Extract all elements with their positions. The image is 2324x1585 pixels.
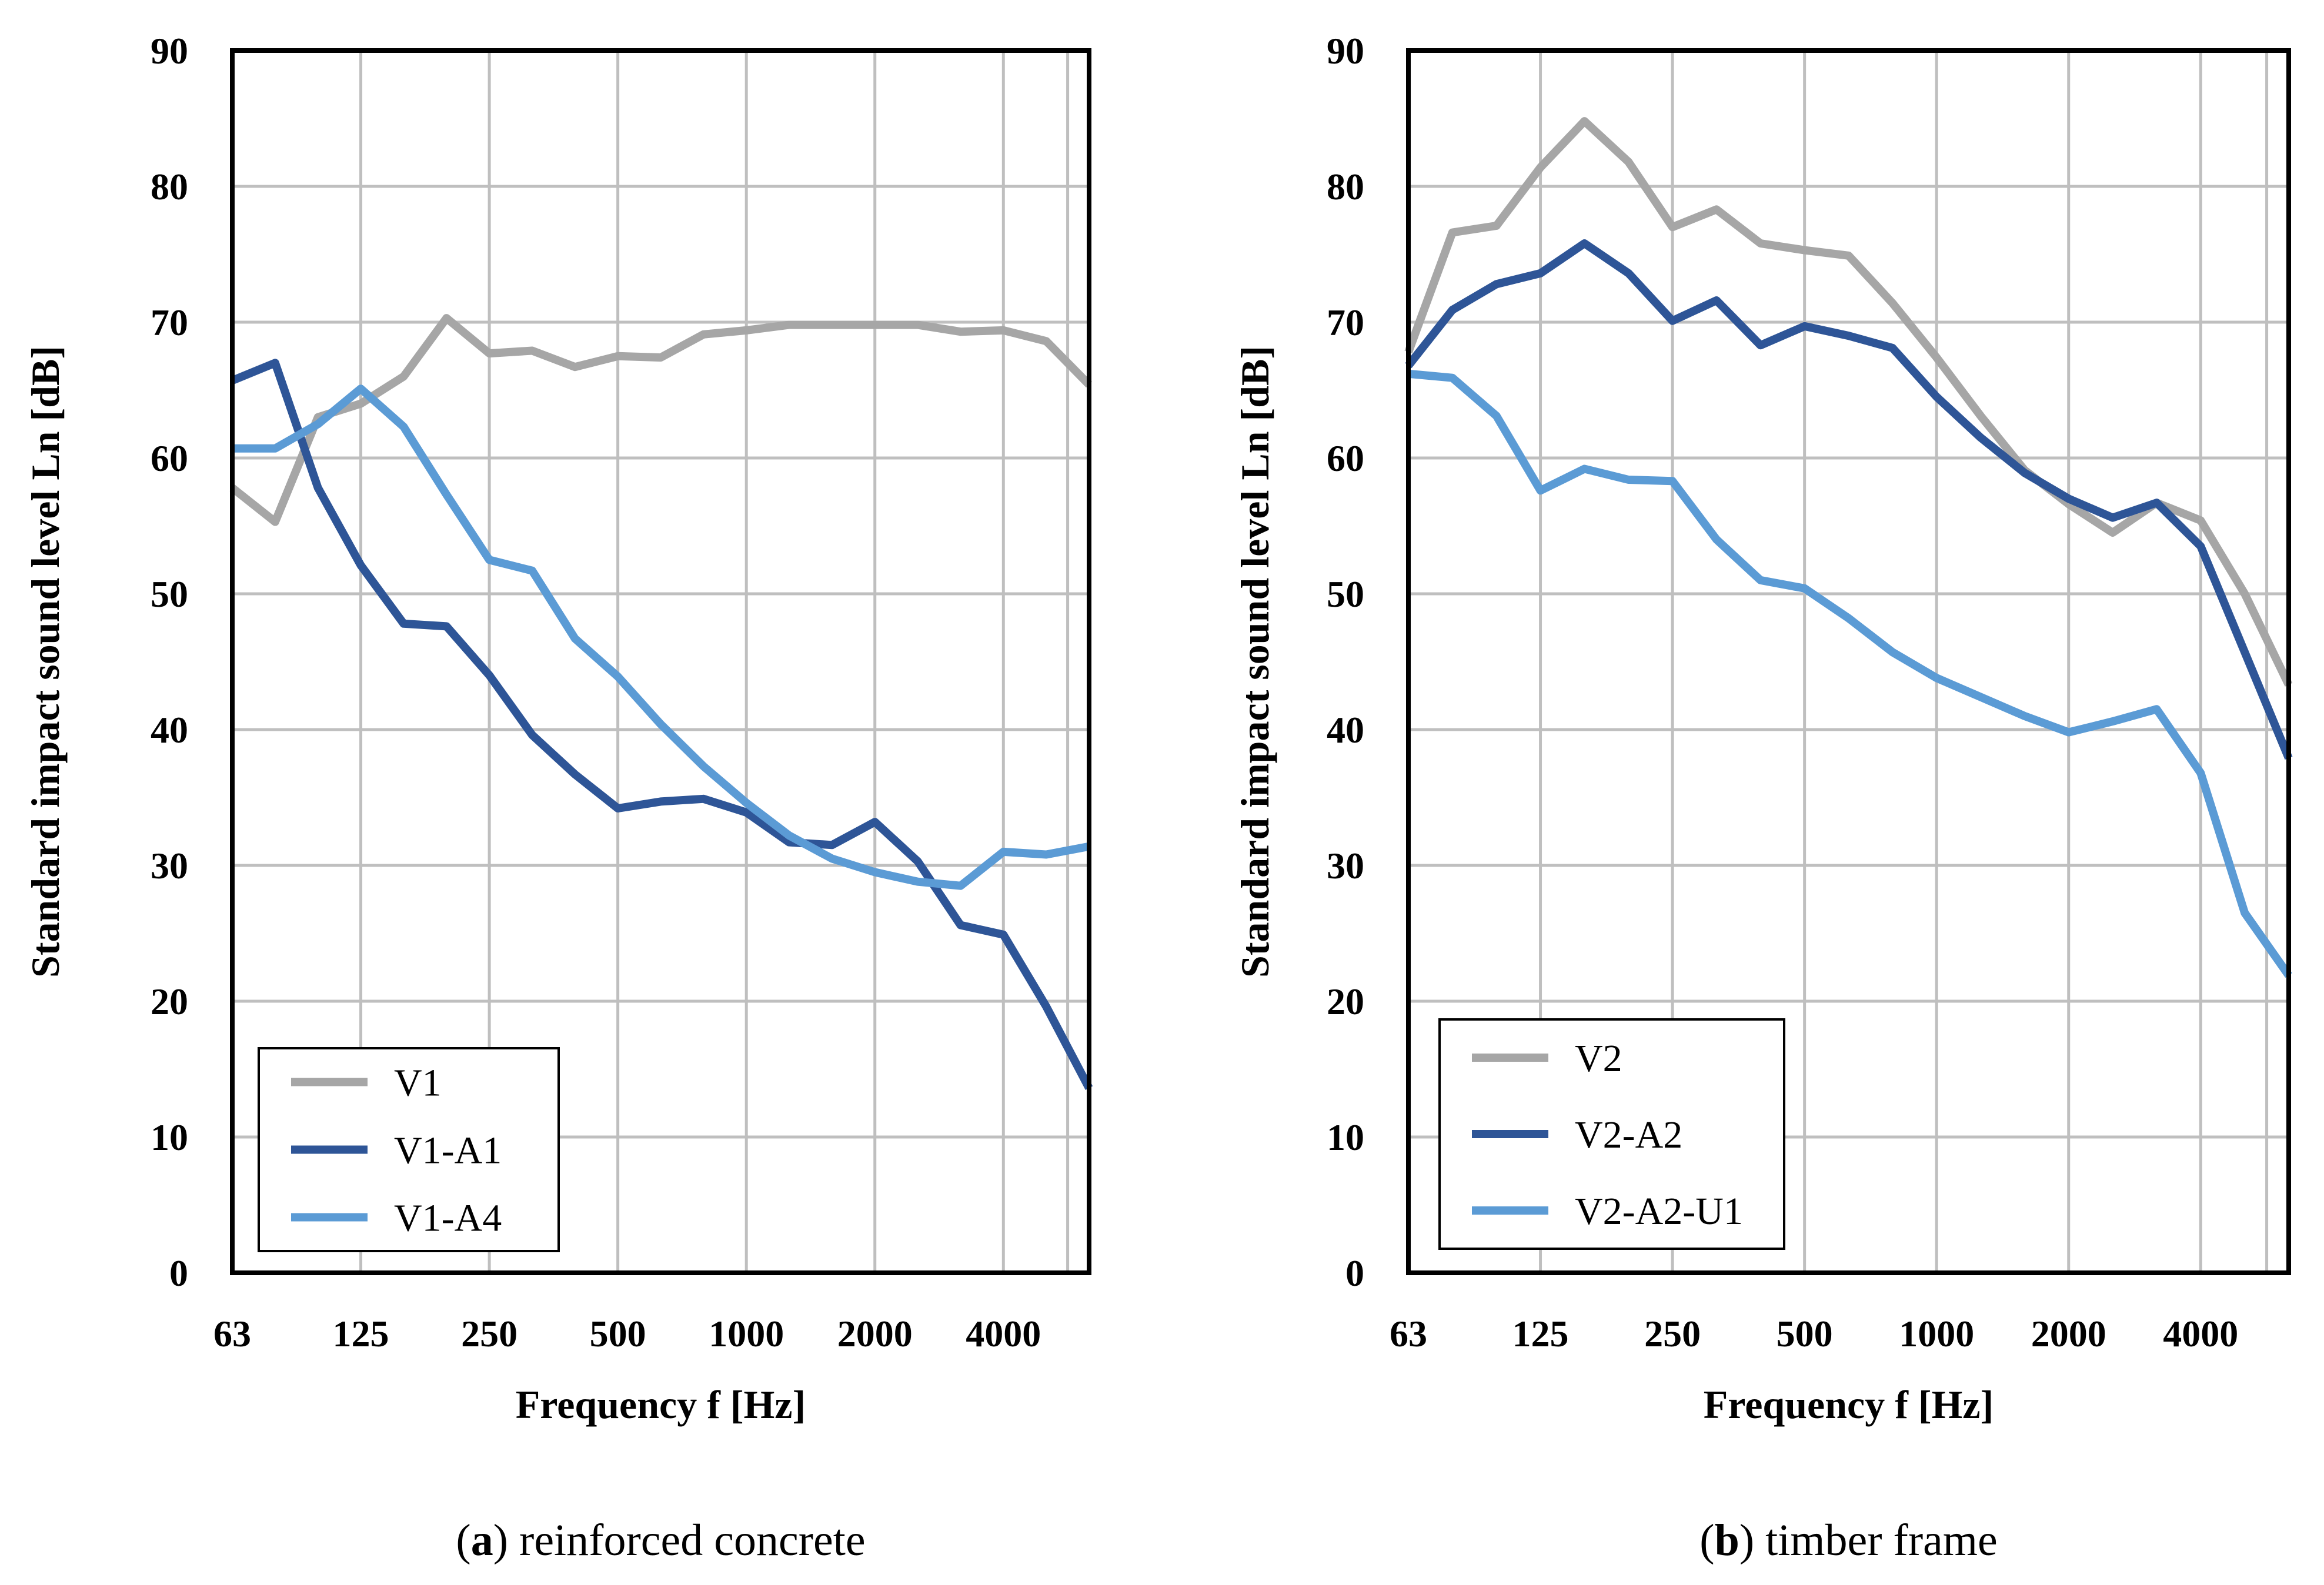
- legend-label-v2-a2: V2-A2: [1575, 1113, 1682, 1156]
- gridlines: [232, 51, 1089, 1273]
- legend-label-v2-a2-u1: V2-A2-U1: [1575, 1190, 1743, 1233]
- x-tick-label: 4000: [966, 1313, 1041, 1355]
- y-tick-labels: 0 10 20 30 40 50 60 70 80 90: [151, 30, 188, 1294]
- y-tick-label: 60: [151, 437, 188, 479]
- y-axis-label: Standard impact sound level Ln [dB]: [23, 346, 68, 978]
- y-tick-label: 70: [1327, 302, 1364, 343]
- series-line-v2-a2: [1405, 239, 2293, 760]
- y-tick-label: 50: [151, 573, 188, 615]
- legend-label-v1-a1: V1-A1: [394, 1129, 502, 1172]
- series-lines: [229, 314, 1093, 1091]
- legend-label-v1: V1: [394, 1062, 442, 1105]
- y-tick-label: 90: [1327, 30, 1364, 72]
- x-axis-label: Frequency f [Hz]: [516, 1382, 806, 1427]
- y-tick-label: 10: [151, 1116, 188, 1158]
- y-tick-label: 20: [1327, 981, 1364, 1022]
- x-tick-label: 2000: [837, 1313, 913, 1355]
- caption-open-paren: (: [1699, 1516, 1714, 1565]
- y-tick-label: 30: [1327, 845, 1364, 887]
- panel-a-reinforced-concrete: 0 10 20 30 40 50 60 70 80 90 63 125 250 500 1000 2000 40…: [23, 30, 1093, 1565]
- y-tick-label: 60: [1327, 437, 1364, 479]
- y-tick-label: 0: [1345, 1252, 1364, 1294]
- legend-label-v1-a4: V1-A4: [394, 1197, 502, 1240]
- panel-caption: (a) reinforced concrete: [456, 1516, 865, 1565]
- y-tick-label: 0: [169, 1252, 188, 1294]
- x-tick-label: 500: [1777, 1313, 1833, 1355]
- y-tick-label: 20: [151, 981, 188, 1022]
- y-tick-label: 10: [1327, 1116, 1364, 1158]
- series-line-v1-a1: [231, 359, 1093, 1091]
- plot-frame: [230, 48, 1091, 1275]
- x-tick-label: 1000: [709, 1313, 784, 1355]
- x-tick-label: 250: [1644, 1313, 1701, 1355]
- y-tick-label: 80: [1327, 166, 1364, 208]
- y-tick-label: 70: [151, 302, 188, 343]
- y-axis-label: Standard impact sound level Ln [dB]: [1233, 346, 1277, 978]
- series-line-v2: [1404, 117, 2293, 687]
- series-line-v1: [229, 314, 1092, 526]
- y-tick-labels: 0 10 20 30 40 50 60 70 80 90: [1327, 30, 1364, 1294]
- y-tick-label: 90: [151, 30, 188, 72]
- legend: V2 V2-A2 V2-A2-U1: [1438, 1018, 1785, 1250]
- series-line-v1-a4: [232, 384, 1090, 890]
- y-tick-label: 30: [151, 845, 188, 887]
- y-tick-label: 50: [1327, 573, 1364, 615]
- y-tick-label: 80: [151, 166, 188, 208]
- caption-close-paren: ): [1739, 1516, 1765, 1565]
- legend-label-v2: V2: [1575, 1037, 1622, 1080]
- x-tick-label: 125: [1512, 1313, 1569, 1355]
- caption-text: reinforced concrete: [519, 1516, 866, 1565]
- y-tick-label: 40: [1327, 709, 1364, 751]
- series-lines: [1404, 117, 2293, 978]
- x-tick-label: 2000: [2031, 1313, 2106, 1355]
- caption-letter: a: [471, 1516, 493, 1565]
- x-tick-label: 250: [461, 1313, 517, 1355]
- caption-open-paren: (: [456, 1516, 470, 1565]
- caption-text: timber frame: [1765, 1516, 1998, 1565]
- x-tick-labels: 63 125 250 500 1000 2000 4000: [1390, 1313, 2238, 1355]
- x-axis-label: Frequency f [Hz]: [1704, 1382, 1994, 1427]
- legend: V1 V1-A1 V1-A4: [258, 1047, 560, 1252]
- x-tick-label: 500: [590, 1313, 646, 1355]
- caption-letter: b: [1715, 1516, 1739, 1565]
- series-line-v2-a2-u1: [1408, 369, 2292, 978]
- caption-close-paren: ): [493, 1516, 519, 1565]
- panel-caption: (b) timber frame: [1699, 1516, 1998, 1565]
- x-tick-label: 63: [1390, 1313, 1427, 1355]
- x-tick-label: 1000: [1899, 1313, 1974, 1355]
- x-tick-labels: 63 125 250 500 1000 2000 4000: [213, 1313, 1041, 1355]
- x-tick-label: 125: [333, 1313, 389, 1355]
- panel-b-timber-frame: 0 10 20 30 40 50 60 70 80 90 63 125 250 500 1000 2000 40…: [1233, 30, 2293, 1565]
- x-tick-label: 4000: [2163, 1313, 2238, 1355]
- x-tick-label: 63: [213, 1313, 251, 1355]
- y-tick-label: 40: [151, 709, 188, 751]
- plot-frame: [1406, 48, 2291, 1275]
